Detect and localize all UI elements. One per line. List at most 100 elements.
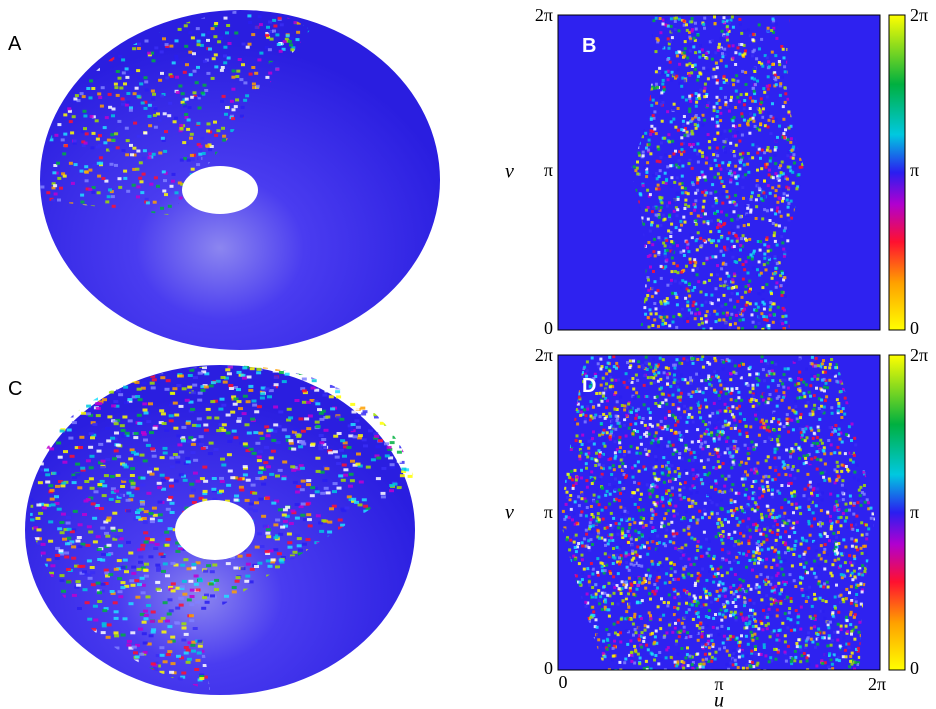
noise-pixel (192, 52, 196, 55)
noise-pixel (170, 185, 174, 188)
noise-pixel (262, 693, 267, 696)
noise-pixel (249, 503, 254, 506)
noise-pixel (197, 417, 202, 420)
noise-pixel (692, 45, 695, 48)
noise-pixel (738, 140, 741, 143)
noise-pixel (784, 227, 787, 230)
noise-pixel (33, 682, 38, 685)
noise-pixel (80, 380, 85, 383)
noise-pixel (413, 586, 418, 589)
noise-pixel (674, 126, 677, 129)
noise-pixel (774, 54, 777, 57)
noise-pixel (53, 644, 58, 647)
noise-pixel (129, 109, 133, 112)
noise-pixel (763, 179, 766, 182)
noise-pixel (226, 562, 231, 565)
noise-pixel (673, 103, 676, 106)
noise-pixel (225, 368, 230, 371)
noise-pixel (385, 642, 390, 645)
noise-pixel (53, 401, 58, 404)
noise-pixel (311, 443, 316, 446)
noise-pixel (153, 547, 158, 550)
noise-pixel (128, 18, 132, 21)
noise-pixel (694, 317, 697, 320)
noise-pixel (60, 677, 65, 680)
noise-pixel (274, 383, 279, 386)
noise-pixel (50, 39, 54, 42)
noise-pixel (252, 400, 257, 403)
noise-pixel (182, 141, 186, 144)
noise-pixel (670, 240, 673, 243)
noise-pixel (691, 117, 694, 120)
noise-pixel (346, 662, 351, 665)
noise-pixel (406, 415, 411, 418)
noise-pixel (674, 270, 677, 273)
noise-pixel (304, 417, 309, 420)
noise-pixel (708, 279, 711, 282)
noise-pixel (407, 673, 412, 676)
noise-pixel (104, 569, 109, 572)
noise-pixel (386, 386, 391, 389)
noise-pixel (786, 154, 789, 157)
noise-pixel (760, 360, 763, 363)
noise-pixel (655, 312, 658, 315)
noise-pixel (71, 545, 76, 548)
noise-pixel (85, 544, 90, 547)
noise-pixel (68, 437, 73, 440)
noise-pixel (326, 491, 331, 494)
noise-pixel (424, 520, 429, 523)
noise-pixel (666, 74, 669, 77)
noise-pixel (153, 427, 158, 430)
noise-pixel (27, 609, 32, 612)
noise-pixel (85, 132, 89, 135)
noise-pixel (657, 148, 660, 151)
noise-pixel (169, 45, 173, 48)
noise-pixel (188, 51, 192, 54)
noise-pixel (699, 44, 702, 47)
noise-pixel (388, 643, 393, 646)
noise-pixel (779, 94, 782, 97)
noise-pixel (178, 547, 183, 550)
noise-pixel (423, 560, 428, 563)
noise-pixel (705, 57, 708, 60)
panel-label: C (8, 378, 22, 400)
noise-pixel (775, 189, 778, 192)
noise-pixel (276, 68, 280, 71)
noise-pixel (63, 450, 68, 453)
noise-pixel (149, 431, 154, 434)
noise-pixel (78, 446, 83, 449)
noise-pixel (37, 406, 42, 409)
noise-pixel (647, 241, 650, 244)
noise-pixel (179, 451, 184, 454)
noise-pixel (106, 676, 111, 679)
noise-pixel (767, 250, 770, 253)
noise-pixel (729, 201, 732, 204)
noise-pixel (680, 224, 683, 227)
noise-pixel (48, 520, 53, 523)
noise-pixel (720, 37, 723, 40)
noise-pixel (212, 477, 217, 480)
noise-pixel (757, 292, 760, 295)
noise-pixel (178, 597, 183, 600)
noise-pixel (180, 585, 185, 588)
noise-pixel (662, 319, 665, 322)
noise-pixel (166, 508, 171, 511)
noise-pixel (319, 530, 324, 533)
noise-pixel (87, 618, 92, 621)
noise-pixel (161, 617, 166, 620)
noise-pixel (420, 517, 425, 520)
noise-pixel (591, 482, 594, 485)
noise-pixel (712, 153, 715, 156)
noise-pixel (720, 250, 723, 253)
noise-pixel (139, 82, 143, 85)
noise-pixel (148, 152, 152, 155)
noise-pixel (66, 516, 71, 519)
noise-pixel (166, 653, 171, 656)
noise-pixel (110, 133, 114, 136)
noise-pixel (683, 115, 686, 118)
noise-pixel (397, 644, 402, 647)
noise-pixel (185, 63, 189, 66)
noise-pixel (89, 79, 93, 82)
noise-pixel (243, 395, 248, 398)
noise-pixel (653, 238, 656, 241)
